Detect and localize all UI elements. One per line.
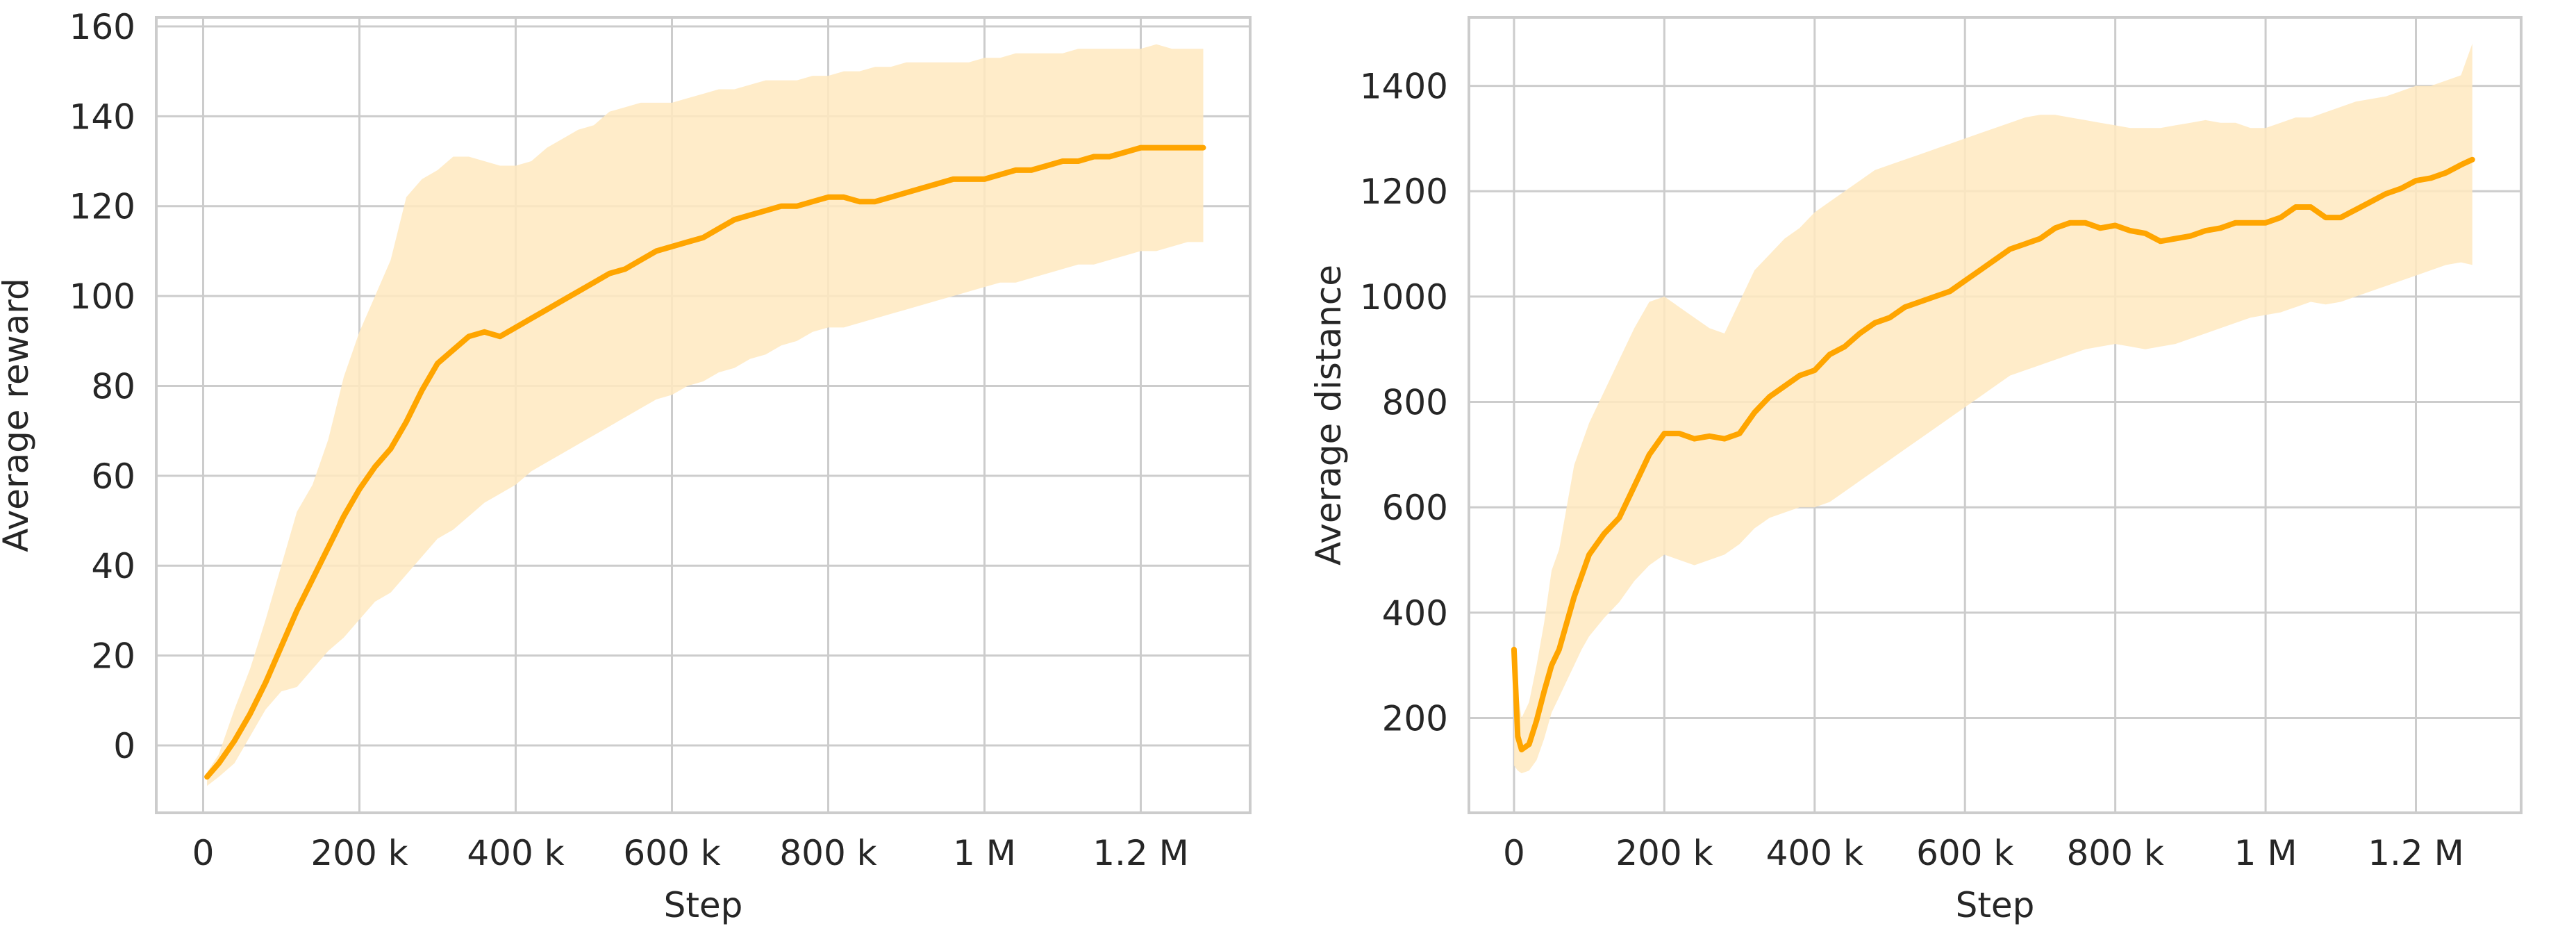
y-tick-label: 1400 [1360,67,1448,107]
y-tick-label: 0 [113,726,135,766]
x-tick-label: 400 k [1766,833,1863,873]
y-tick-label: 140 [69,97,135,137]
x-tick-label: 200 k [1615,833,1713,873]
x-tick-label: 800 k [779,833,876,873]
confidence-band [207,44,1204,786]
y-tick-label: 1000 [1360,277,1448,317]
y-tick-label: 100 [69,276,135,317]
y-tick-label: 800 [1382,383,1448,423]
confidence-band [1513,43,2473,774]
y-tick-label: 400 [1382,593,1448,634]
mean-line [204,145,1206,780]
y-tick-label: 200 [1382,699,1448,739]
mean-line [1511,156,2475,752]
x-tick-label: 0 [192,833,215,873]
plot-frame [1468,16,2523,814]
x-tick-label: 200 k [310,833,408,873]
x-tick-label: 1 M [2234,833,2297,873]
x-tick-label: 400 k [467,833,564,873]
reward-chart-panel: 0 200 k 400 k 600 k 800 k 1 M 1.2 M 0 20 40 60 80 1… [0,7,1252,925]
x-tick-label: 600 k [623,833,720,873]
x-tick-label: 600 k [1916,833,2013,873]
y-tick-label: 40 [91,546,135,586]
y-tick-label: 1200 [1360,172,1448,212]
y-axis-label: Average distance [1308,265,1349,565]
y-tick-label: 600 [1382,488,1448,528]
y-tick-label: 20 [91,636,135,677]
x-axis-label: Step [664,885,743,925]
y-tick-labels: 0 20 40 60 80 100 120 140 160 [69,7,135,766]
y-tick-label: 60 [91,456,135,497]
x-tick-label: 800 k [2066,833,2163,873]
x-tick-label: 0 [1503,833,1525,873]
y-tick-label: 120 [69,187,135,227]
y-axis-label: Average reward [0,278,36,552]
plot-frame [155,16,1252,814]
y-tick-label: 160 [69,7,135,47]
y-tick-labels: 200 400 600 800 1000 1200 1400 [1360,67,1448,739]
x-tick-labels: 0 200 k 400 k 600 k 800 k 1 M 1.2 M [192,833,1189,873]
x-tick-label: 1 M [953,833,1016,873]
y-tick-label: 80 [91,366,135,406]
x-tick-label: 1.2 M [1092,833,1189,873]
x-axis-label: Step [1956,885,2035,925]
x-tick-label: 1.2 M [2368,833,2464,873]
distance-chart-panel: 0 200 k 400 k 600 k 800 k 1 M 1.2 M 200 400 600 8… [1308,16,2523,925]
x-tick-labels: 0 200 k 400 k 600 k 800 k 1 M 1.2 M [1503,833,2464,873]
